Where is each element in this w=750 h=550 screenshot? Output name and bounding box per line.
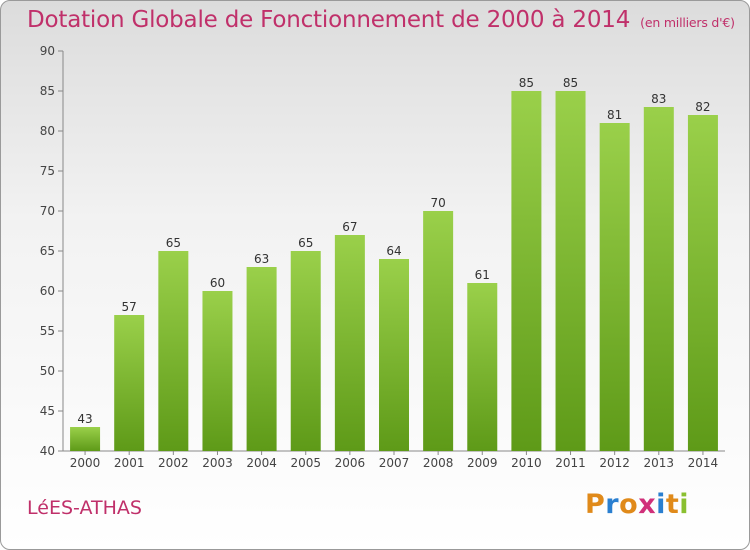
y-tick-label: 50 bbox=[40, 364, 55, 378]
value-label-2011: 85 bbox=[563, 76, 578, 90]
chart-bars bbox=[70, 91, 718, 451]
x-tick-label: 2013 bbox=[644, 456, 675, 470]
y-tick-label: 65 bbox=[40, 244, 55, 258]
logo-letter: o bbox=[619, 489, 639, 520]
y-tick-label: 55 bbox=[40, 324, 55, 338]
y-tick-label: 60 bbox=[40, 284, 55, 298]
x-tick-label: 2008 bbox=[423, 456, 454, 470]
y-tick-label: 75 bbox=[40, 164, 55, 178]
bar-2003 bbox=[202, 291, 233, 451]
bar-2005 bbox=[290, 251, 321, 451]
x-tick-label: 2012 bbox=[599, 456, 630, 470]
value-label-2009: 61 bbox=[475, 268, 490, 282]
x-tick-label: 2003 bbox=[202, 456, 233, 470]
bar-2012 bbox=[599, 123, 630, 451]
x-tick-label: 2011 bbox=[555, 456, 586, 470]
chart-unit-label: (en milliers d'€) bbox=[640, 15, 735, 30]
value-label-2004: 63 bbox=[254, 252, 269, 266]
bar-2002 bbox=[158, 251, 189, 451]
x-tick-label: 2000 bbox=[70, 456, 101, 470]
logo-letter: P bbox=[585, 489, 606, 520]
chart-axes: 40 45 50 55 60 65 70 75 80 85 90 2000 2001 2002 2003 20… bbox=[40, 44, 725, 470]
logo-letter: t bbox=[665, 489, 680, 520]
x-tick-label: 2006 bbox=[335, 456, 366, 470]
logo-letter: i bbox=[656, 489, 666, 520]
commune-name: LéES-ATHAS bbox=[27, 497, 142, 519]
value-label-2005: 65 bbox=[298, 236, 313, 250]
y-tick-label: 40 bbox=[40, 444, 55, 458]
value-label-2006: 67 bbox=[342, 220, 357, 234]
bar-2010 bbox=[511, 91, 542, 451]
y-tick-label: 90 bbox=[40, 44, 55, 58]
chart-value-labels: 43 57 65 60 63 65 67 64 70 61 85 85 81 83 82 bbox=[77, 76, 710, 426]
value-label-2014: 82 bbox=[695, 100, 710, 114]
value-label-2010: 85 bbox=[519, 76, 534, 90]
bar-2007 bbox=[379, 259, 409, 451]
y-tick-label: 85 bbox=[40, 84, 55, 98]
bar-2006 bbox=[334, 235, 365, 451]
y-tick-label: 80 bbox=[40, 124, 55, 138]
bar-2000 bbox=[70, 427, 101, 451]
x-tick-label: 2001 bbox=[114, 456, 145, 470]
value-label-2003: 60 bbox=[210, 276, 225, 290]
value-label-2008: 70 bbox=[430, 196, 445, 210]
value-label-2013: 83 bbox=[651, 92, 666, 106]
x-tick-label: 2009 bbox=[467, 456, 498, 470]
bar-2008 bbox=[423, 211, 454, 451]
y-tick-label: 70 bbox=[40, 204, 55, 218]
proxiti-logo: Proxiti bbox=[585, 489, 689, 520]
bar-2011 bbox=[555, 91, 586, 451]
chart-title: Dotation Globale de Fonctionnement de 20… bbox=[27, 7, 735, 33]
x-tick-label: 2005 bbox=[290, 456, 321, 470]
value-label-2001: 57 bbox=[122, 300, 137, 314]
bar-2013 bbox=[643, 107, 674, 451]
bar-2004 bbox=[246, 267, 277, 451]
chart-title-text: Dotation Globale de Fonctionnement de 20… bbox=[27, 7, 631, 33]
logo-letter: i bbox=[679, 489, 690, 520]
value-label-2000: 43 bbox=[77, 412, 92, 426]
x-tick-label: 2004 bbox=[246, 456, 277, 470]
x-tick-label: 2002 bbox=[158, 456, 189, 470]
bar-2001 bbox=[114, 315, 145, 451]
value-label-2002: 65 bbox=[166, 236, 181, 250]
x-tick-label: 2010 bbox=[511, 456, 542, 470]
logo-letter: r bbox=[605, 489, 620, 520]
x-tick-label: 2007 bbox=[379, 456, 410, 470]
logo-letter: x bbox=[638, 489, 657, 520]
y-tick-label: 45 bbox=[40, 404, 55, 418]
bar-2009 bbox=[467, 283, 498, 451]
value-label-2007: 64 bbox=[386, 244, 401, 258]
value-label-2012: 81 bbox=[607, 108, 622, 122]
bar-2014 bbox=[687, 115, 718, 451]
x-tick-label: 2014 bbox=[688, 456, 719, 470]
